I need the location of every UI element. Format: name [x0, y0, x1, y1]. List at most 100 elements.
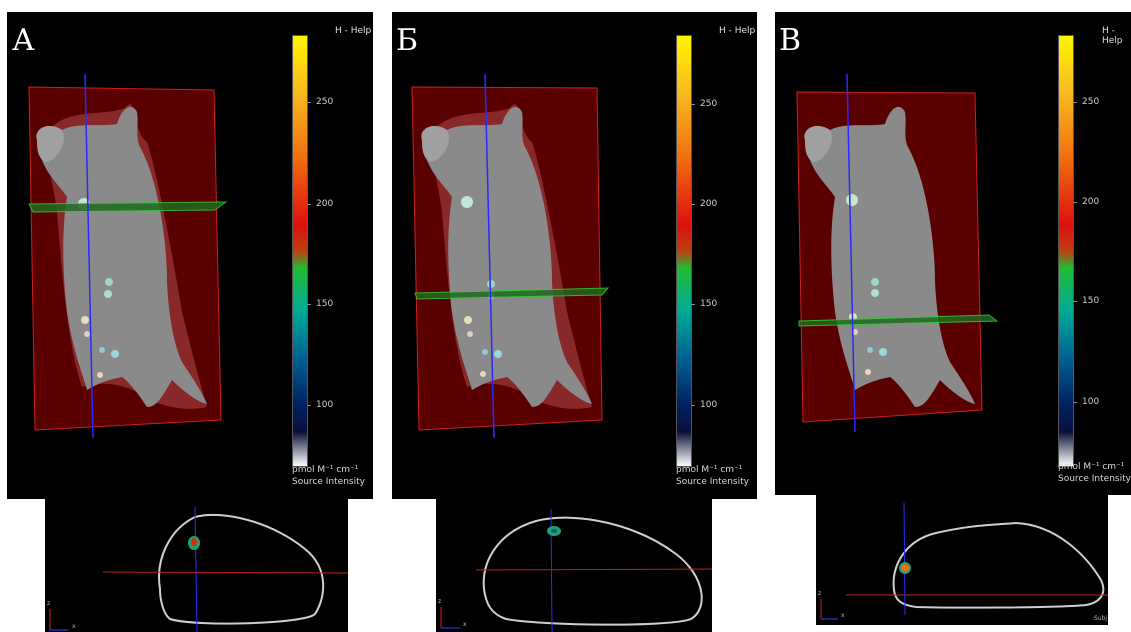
corner-label: Subj	[1094, 615, 1108, 622]
scale-tick-label: 100	[1082, 397, 1100, 407]
x-axis-label: x	[72, 623, 76, 630]
panel-b: Б H - Help 250 200 150 100 pmol M⁻¹ cm⁻¹…	[392, 12, 757, 499]
scale-tick	[1073, 102, 1077, 103]
section-outline	[892, 521, 1105, 609]
scale-tick-label: 250	[1082, 97, 1100, 107]
hotspot	[865, 369, 871, 375]
scale-tick-label: 100	[316, 400, 334, 410]
scale-tick-label: 150	[316, 299, 334, 309]
legend-title: Source Intensity	[676, 477, 749, 487]
scale-tick-label: 150	[700, 299, 718, 309]
cross-section-b-svg	[440, 508, 712, 632]
vertical-axis-line	[846, 73, 856, 433]
scale-tick-label: 200	[316, 199, 334, 209]
help-label[interactable]: H - Help	[335, 26, 372, 36]
scale-tick	[691, 405, 695, 406]
scale-tick	[691, 104, 695, 105]
panel-c-3d-view[interactable]	[775, 12, 1131, 495]
hotspot	[482, 349, 488, 355]
scale-tick	[307, 204, 311, 205]
panel-letter: В	[779, 23, 802, 58]
slice-plane[interactable]	[798, 314, 999, 327]
z-axis-label: z	[47, 600, 51, 607]
x-axis-label: x	[463, 621, 467, 628]
hotspot	[104, 290, 112, 298]
scale-tick	[691, 204, 695, 205]
hotspot	[99, 347, 105, 353]
mouse-head	[421, 125, 449, 162]
scale-tick	[691, 304, 695, 305]
section-hotspot-core	[551, 529, 557, 533]
hotspot	[879, 348, 887, 356]
scale-tick	[1073, 202, 1077, 203]
panel-b-3d-view[interactable]	[392, 12, 757, 499]
z-axis-label: z	[438, 598, 442, 605]
section-hotspot-core	[901, 564, 909, 572]
color-scale-bar	[292, 35, 308, 467]
section-outline	[482, 516, 703, 626]
panel-a-3d-view[interactable]	[7, 12, 373, 499]
help-label[interactable]: H - Help	[719, 26, 756, 36]
scale-tick-label: 150	[1082, 296, 1100, 306]
cross-section-c-svg	[820, 502, 1108, 620]
hotspot	[871, 289, 879, 297]
scale-unit: pmol M⁻¹ cm⁻¹	[1058, 462, 1125, 472]
cross-section-b[interactable]: z x	[436, 499, 712, 632]
scale-tick-label: 100	[700, 400, 718, 410]
x-axis-label: x	[841, 612, 845, 619]
scale-tick	[1073, 402, 1077, 403]
scale-tick-label: 250	[316, 97, 334, 107]
slice-plane[interactable]	[414, 287, 610, 300]
legend-title: Source Intensity	[1058, 474, 1131, 484]
hotspot	[84, 331, 90, 337]
section-horizontal-line	[475, 568, 712, 571]
mouse-body	[36, 106, 208, 407]
color-scale-bar	[676, 35, 692, 467]
mouse-head	[36, 125, 64, 162]
section-outline	[158, 513, 325, 625]
mouse-body	[804, 106, 975, 407]
panel-letter: А	[12, 23, 35, 58]
cross-section-c[interactable]: z x Subj	[816, 495, 1108, 625]
scale-tick-label: 200	[700, 199, 718, 209]
panel-letter: Б	[396, 23, 419, 58]
section-hotspot-core	[191, 538, 197, 546]
hotspot	[487, 280, 495, 288]
slice-plane[interactable]	[28, 201, 228, 213]
hotspot	[111, 350, 119, 358]
vertical-axis-line	[84, 73, 94, 439]
mouse-head	[804, 125, 832, 162]
panel-c: В H - Help 250 200 150 100 pmol M⁻¹ cm⁻¹…	[775, 12, 1131, 495]
hotspot	[846, 194, 858, 206]
legend-title: Source Intensity	[292, 477, 365, 487]
scale-unit: pmol M⁻¹ cm⁻¹	[292, 465, 359, 475]
hotspot	[461, 196, 473, 208]
hotspot	[81, 316, 89, 324]
scale-tick	[1073, 301, 1077, 302]
section-vertical-line	[194, 506, 198, 632]
hotspot	[871, 278, 879, 286]
scale-tick-label: 250	[700, 99, 718, 109]
scale-tick	[307, 102, 311, 103]
mouse-body	[421, 106, 592, 407]
panel-a: А H - Help 250 200 150 100 pmol M⁻¹ cm⁻¹…	[7, 12, 373, 499]
hotspot	[867, 347, 873, 353]
hotspot	[480, 371, 486, 377]
help-label[interactable]: H - Help	[1102, 26, 1123, 46]
hotspot	[105, 278, 113, 286]
color-scale-bar	[1058, 35, 1074, 467]
scale-unit: pmol M⁻¹ cm⁻¹	[676, 465, 743, 475]
scale-tick	[307, 405, 311, 406]
cross-section-a-svg	[49, 506, 348, 632]
scale-tick-label: 200	[1082, 197, 1100, 207]
section-vertical-line	[903, 502, 906, 616]
hotspot	[464, 316, 472, 324]
z-axis-label: z	[818, 590, 822, 597]
hotspot	[97, 372, 103, 378]
section-horizontal-line	[102, 571, 348, 574]
hotspot	[494, 350, 502, 358]
vertical-axis-line	[484, 73, 495, 439]
scale-tick	[307, 304, 311, 305]
hotspot	[467, 331, 473, 337]
cross-section-a[interactable]: z x	[45, 499, 348, 632]
